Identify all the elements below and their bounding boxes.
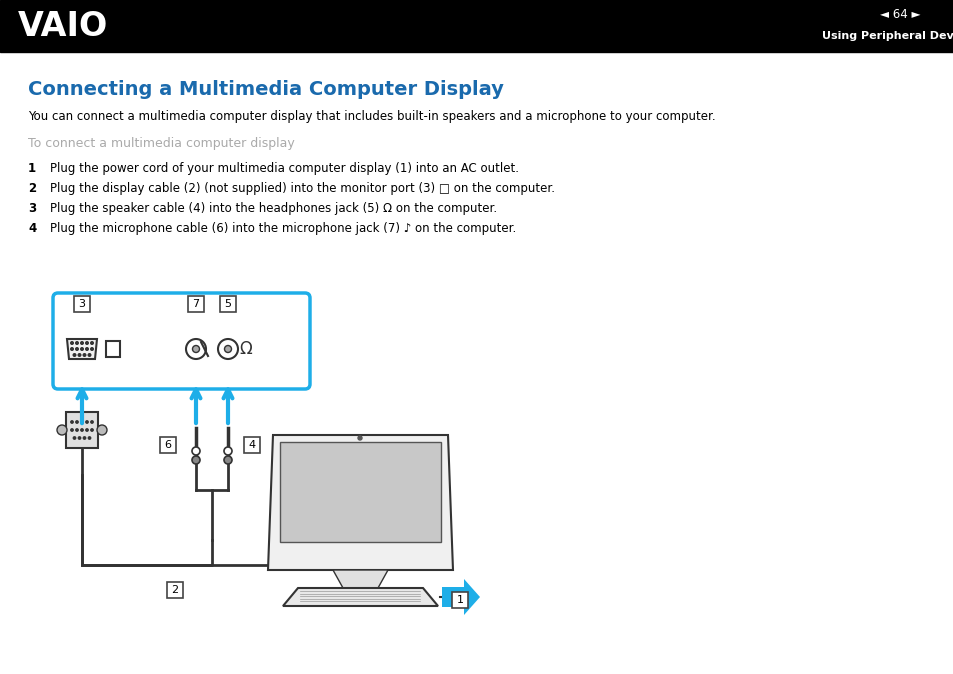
Text: Plug the display cable (2) (not supplied) into the monitor port (3) □ on the com: Plug the display cable (2) (not supplied… — [50, 182, 555, 195]
Bar — [220, 296, 235, 312]
Text: 3: 3 — [78, 299, 86, 309]
Circle shape — [91, 421, 93, 423]
Circle shape — [97, 425, 107, 435]
Circle shape — [83, 354, 86, 357]
Bar — [188, 296, 204, 312]
Circle shape — [73, 437, 75, 439]
Text: 3: 3 — [28, 202, 36, 215]
Polygon shape — [283, 588, 437, 606]
Bar — [106, 341, 120, 357]
Circle shape — [81, 342, 83, 344]
Circle shape — [71, 342, 73, 344]
Circle shape — [75, 429, 78, 431]
Text: Plug the microphone cable (6) into the microphone jack (7) ♪ on the computer.: Plug the microphone cable (6) into the m… — [50, 222, 516, 235]
Circle shape — [75, 348, 78, 350]
Circle shape — [75, 342, 78, 344]
Text: You can connect a multimedia computer display that includes built-in speakers an: You can connect a multimedia computer di… — [28, 110, 715, 123]
Bar — [74, 296, 90, 312]
Text: 4: 4 — [28, 222, 36, 235]
Circle shape — [91, 342, 93, 344]
Circle shape — [75, 421, 78, 423]
Bar — [280, 442, 440, 542]
Polygon shape — [268, 435, 453, 570]
Bar — [244, 437, 260, 453]
Circle shape — [86, 342, 89, 344]
Text: Connecting a Multimedia Computer Display: Connecting a Multimedia Computer Display — [28, 80, 503, 99]
FancyBboxPatch shape — [53, 293, 310, 389]
Circle shape — [357, 436, 361, 440]
Text: 2: 2 — [172, 585, 178, 595]
Circle shape — [57, 425, 67, 435]
Circle shape — [81, 421, 83, 423]
Text: 1: 1 — [28, 162, 36, 175]
Bar — [0, 0, 953, 52]
Bar — [452, 592, 468, 608]
Text: ◄ 64 ►: ◄ 64 ► — [879, 9, 920, 22]
Circle shape — [81, 348, 83, 350]
Circle shape — [91, 348, 93, 350]
Polygon shape — [441, 579, 479, 615]
Circle shape — [192, 447, 200, 455]
Circle shape — [78, 354, 81, 357]
Text: Plug the speaker cable (4) into the headphones jack (5) Ω on the computer.: Plug the speaker cable (4) into the head… — [50, 202, 497, 215]
Text: Plug the power cord of your multimedia computer display (1) into an AC outlet.: Plug the power cord of your multimedia c… — [50, 162, 518, 175]
Circle shape — [78, 437, 81, 439]
Circle shape — [71, 429, 73, 431]
Circle shape — [193, 346, 199, 353]
Circle shape — [224, 447, 232, 455]
Circle shape — [88, 354, 91, 357]
Circle shape — [86, 429, 88, 431]
Text: Ω: Ω — [239, 340, 253, 358]
Text: 6: 6 — [164, 440, 172, 450]
Text: 2: 2 — [28, 182, 36, 195]
Circle shape — [218, 339, 237, 359]
Text: 4: 4 — [248, 440, 255, 450]
Circle shape — [81, 429, 83, 431]
Circle shape — [86, 421, 88, 423]
Bar — [160, 437, 175, 453]
Bar — [66, 412, 98, 448]
Text: Using Peripheral Devices: Using Peripheral Devices — [821, 31, 953, 41]
Circle shape — [186, 339, 206, 359]
Circle shape — [83, 437, 86, 439]
Text: 1: 1 — [456, 595, 463, 605]
Circle shape — [89, 437, 91, 439]
Text: 7: 7 — [193, 299, 199, 309]
Text: VAIO: VAIO — [18, 11, 108, 44]
Circle shape — [224, 456, 232, 464]
Text: 5: 5 — [224, 299, 232, 309]
Polygon shape — [333, 570, 388, 588]
Polygon shape — [67, 339, 97, 359]
Circle shape — [192, 456, 200, 464]
Circle shape — [71, 348, 73, 350]
Circle shape — [71, 421, 73, 423]
Circle shape — [73, 354, 75, 357]
Circle shape — [91, 429, 93, 431]
Bar — [167, 582, 183, 598]
Text: To connect a multimedia computer display: To connect a multimedia computer display — [28, 137, 294, 150]
Circle shape — [86, 348, 89, 350]
Circle shape — [224, 346, 232, 353]
